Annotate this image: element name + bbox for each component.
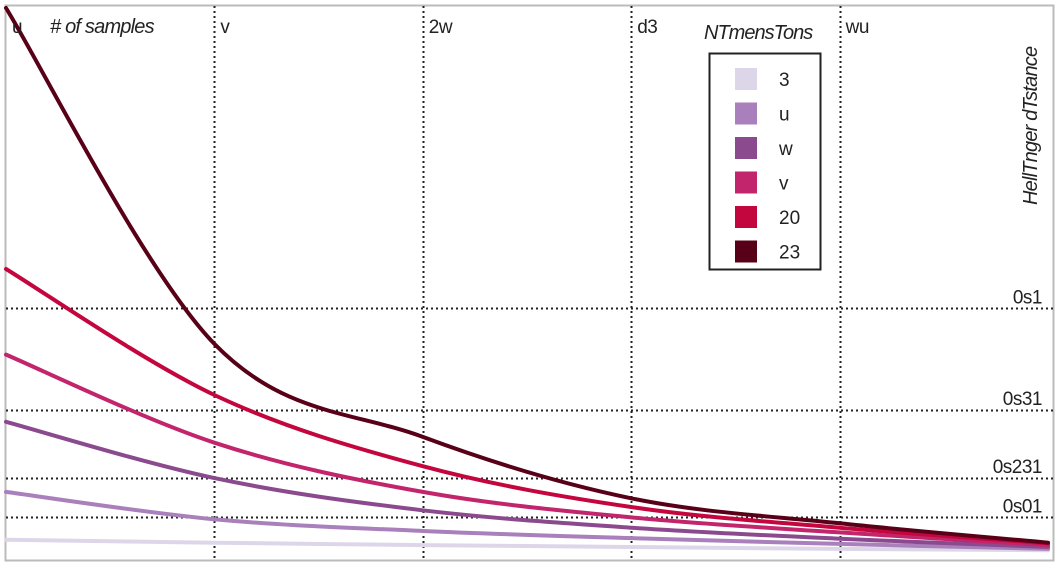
legend-label: u [779,105,790,126]
legend-label: v [779,174,789,195]
x-tick-label: u [12,17,22,38]
legend-swatch [735,103,757,125]
y-tick-label: 0s1 [1013,287,1042,308]
legend-box [710,54,821,270]
y-tick-label: 0s01 [1003,496,1042,517]
y-tick-label: 0s31 [1003,389,1042,410]
plot-frame [6,6,1054,561]
x-axis-label: # of samples [50,16,155,38]
legend-swatch [735,241,757,263]
x-tick-label: wu [845,17,869,38]
y-axis-label: HellTnger dTstance [1020,46,1042,205]
legend-swatch [735,172,757,194]
legend-swatch [735,206,757,228]
legend-swatch [735,137,757,159]
legend-title: NTmensTons [704,22,813,44]
legend-swatch [735,68,757,90]
legend: NTmensTons 3 uwv 20 23 [704,22,821,270]
x-tick-label: v [220,17,230,38]
x-tick-label: d3 [637,17,657,38]
legend-label: w [778,139,793,160]
legend-label: 3 [779,70,790,91]
y-tick-label: 0s231 [993,457,1042,478]
legend-label: 23 [779,243,800,264]
legend-label: 20 [779,208,800,229]
x-tick-label: 2w [429,17,453,38]
